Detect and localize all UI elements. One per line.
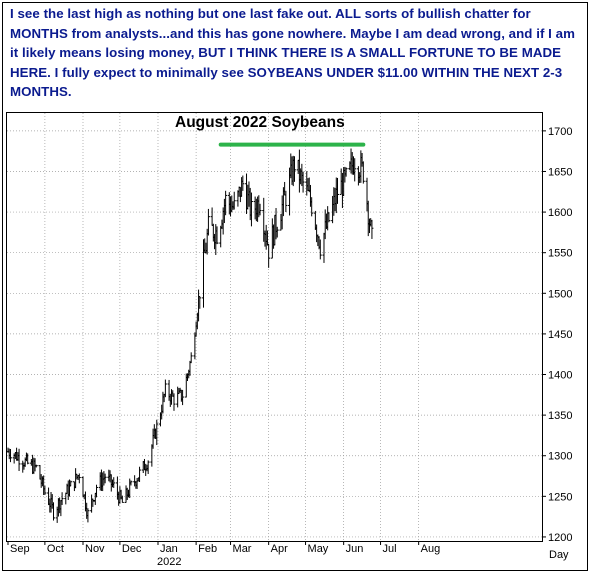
- x-axis-unit-label: Day: [549, 549, 569, 561]
- chart-frame: [2, 2, 588, 571]
- y-tick-label: 1650: [548, 166, 572, 178]
- x-tick-label: May: [308, 543, 329, 555]
- y-tick-label: 1200: [548, 532, 572, 544]
- x-tick-label: Sep: [10, 543, 30, 555]
- y-tick-label: 1400: [548, 370, 572, 382]
- y-tick-label: 1250: [548, 491, 572, 503]
- x-tick-label: Nov: [85, 543, 105, 555]
- x-tick-label: Jan: [160, 543, 178, 555]
- x-tick-label: Jun: [346, 543, 364, 555]
- x-tick-label: Oct: [47, 543, 64, 555]
- x-tick-label: Apr: [271, 543, 288, 555]
- x-tick-label: Feb: [198, 543, 217, 555]
- x-tick-label: Aug: [421, 543, 441, 555]
- chart-title: August 2022 Soybeans: [175, 114, 345, 131]
- y-tick-label: 1300: [548, 451, 572, 463]
- y-tick-label: 1700: [548, 126, 572, 138]
- year-label: 2022: [157, 556, 181, 568]
- plot-area: [6, 112, 543, 542]
- x-tick-label: Mar: [233, 543, 252, 555]
- y-tick-label: 1600: [548, 207, 572, 219]
- y-tick-label: 1350: [548, 410, 572, 422]
- y-tick-label: 1500: [548, 288, 572, 300]
- x-tick-label: Jul: [383, 543, 397, 555]
- y-tick-label: 1450: [548, 329, 572, 341]
- y-tick-label: 1550: [548, 248, 572, 260]
- x-tick-label: Dec: [122, 543, 142, 555]
- commentary-text: I see the last high as nothing but one l…: [10, 6, 575, 100]
